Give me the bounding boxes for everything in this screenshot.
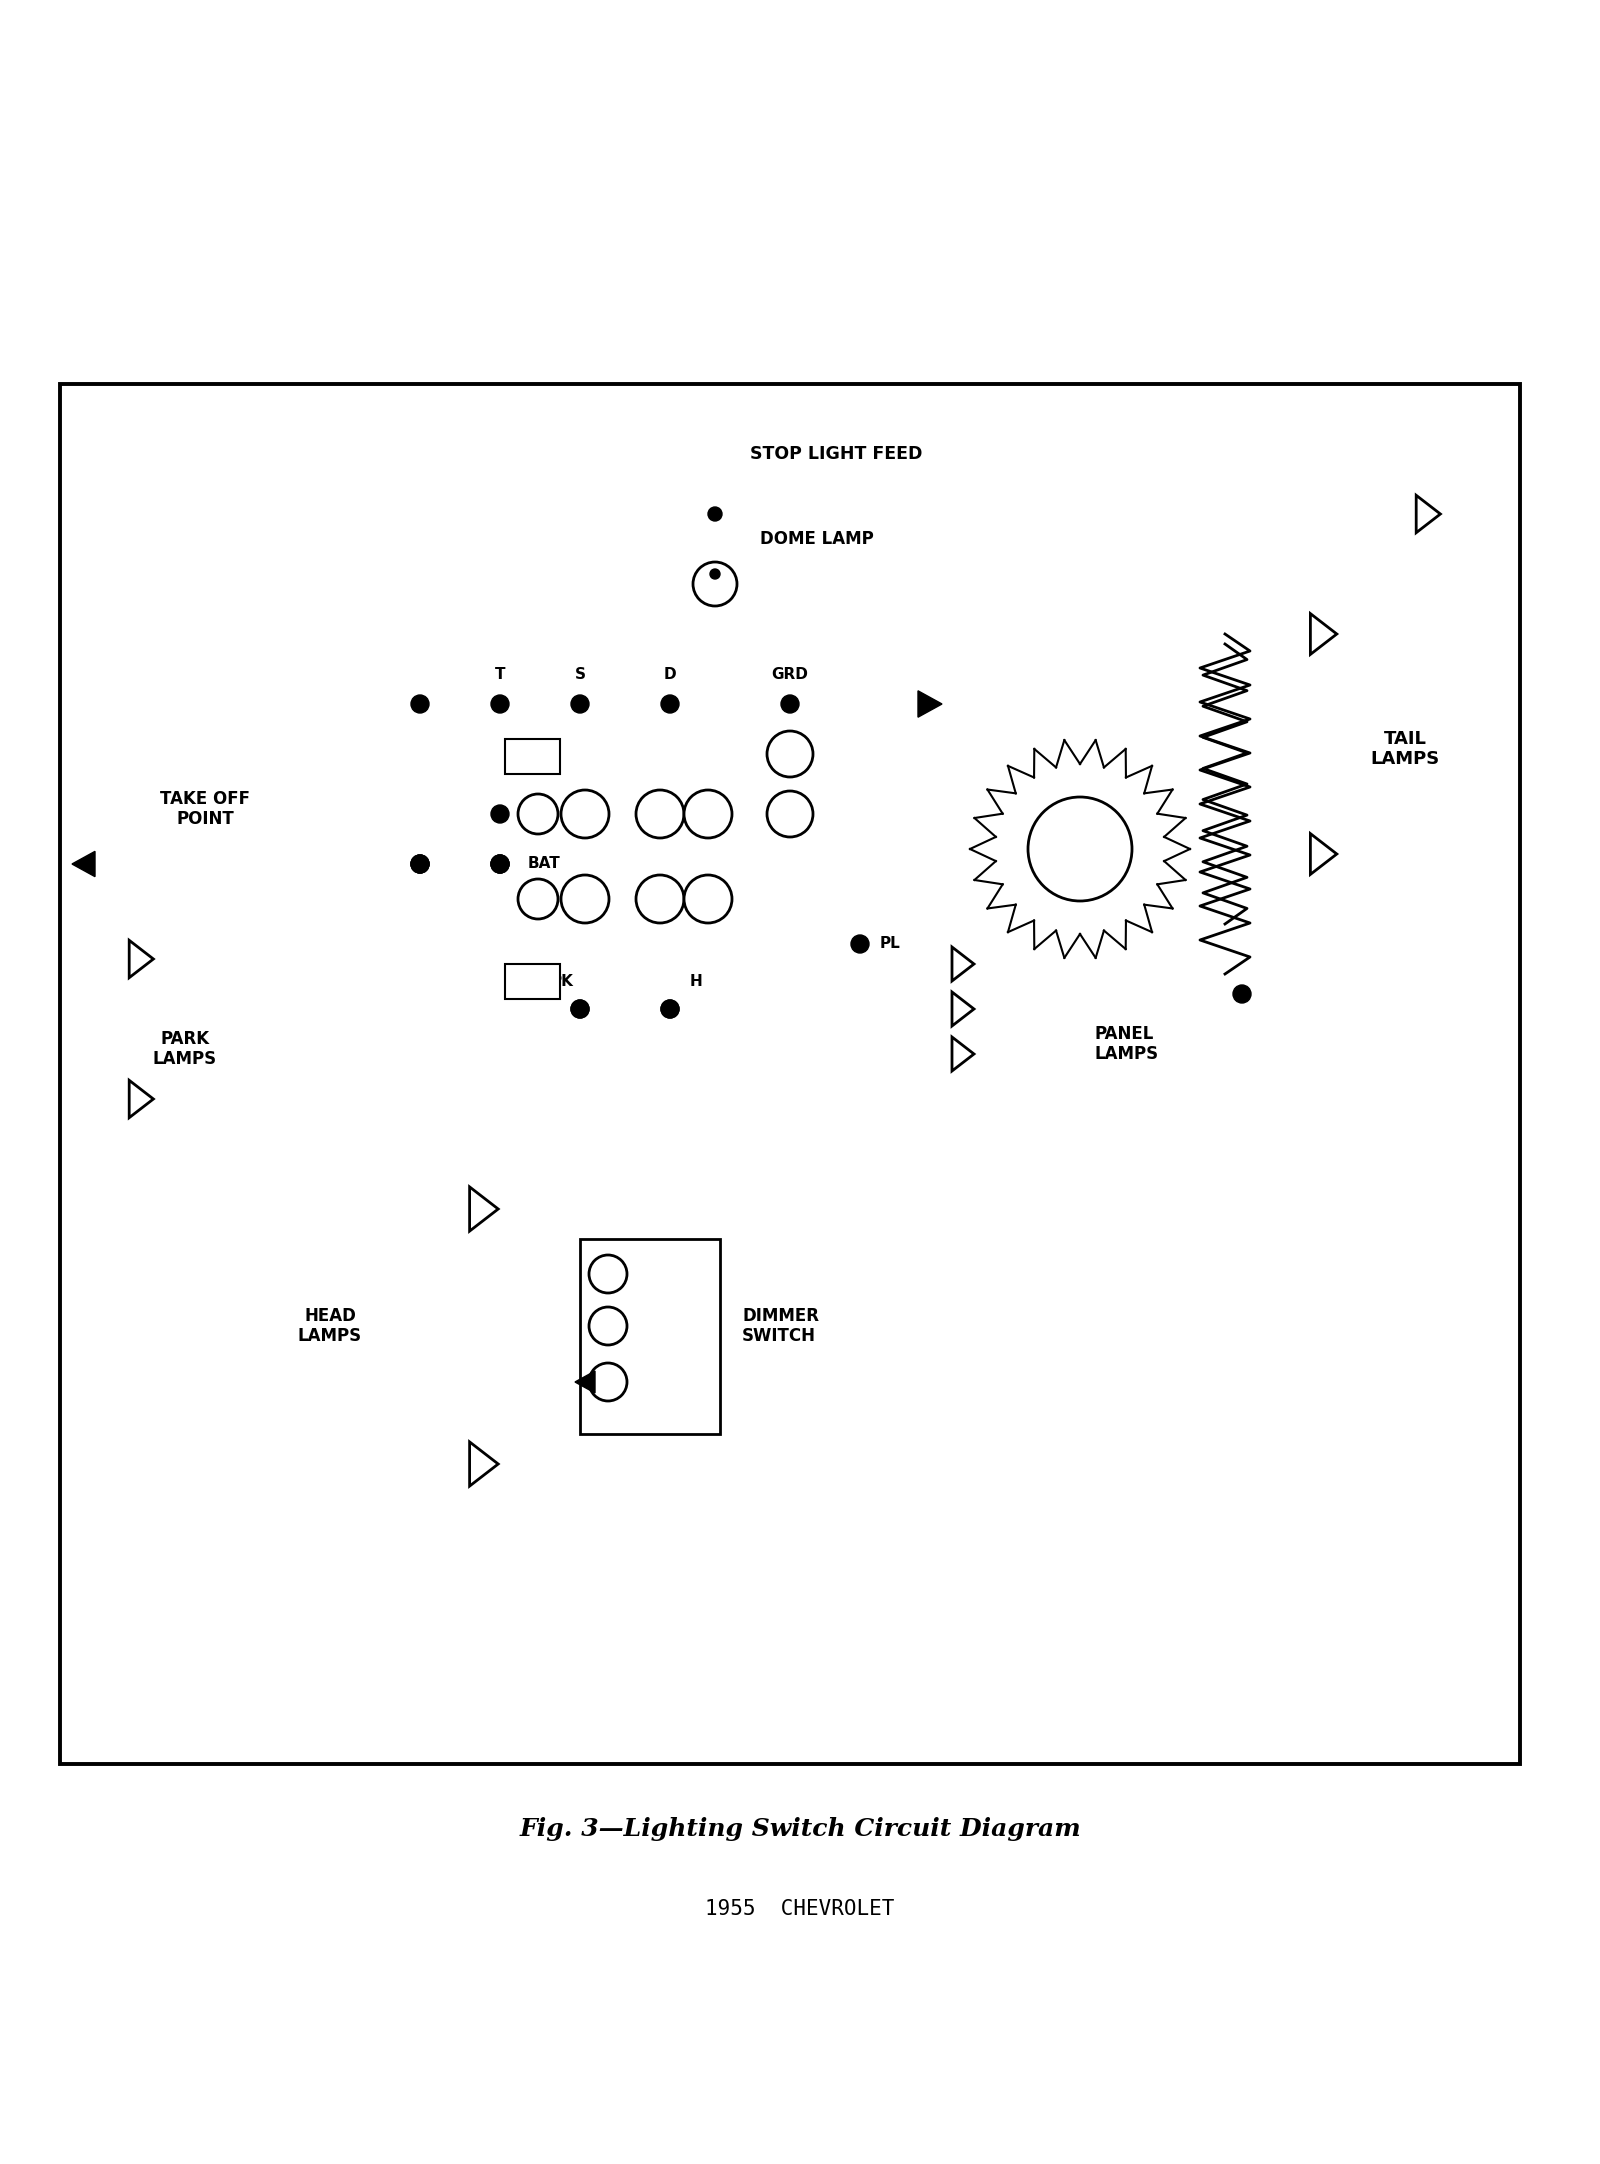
Polygon shape — [1310, 833, 1338, 874]
Text: BAT: BAT — [528, 857, 560, 872]
Bar — [920, 634, 1261, 1024]
Circle shape — [661, 1000, 678, 1017]
Text: Fig. 3—Lighting Switch Circuit Diagram: Fig. 3—Lighting Switch Circuit Diagram — [518, 1818, 1082, 1842]
Text: T: T — [494, 667, 506, 682]
Polygon shape — [130, 1080, 154, 1117]
Polygon shape — [130, 941, 154, 978]
Polygon shape — [72, 850, 94, 876]
Bar — [506, 738, 560, 775]
Circle shape — [562, 874, 610, 924]
Circle shape — [766, 792, 813, 837]
Circle shape — [766, 731, 813, 777]
Circle shape — [685, 790, 733, 837]
Polygon shape — [470, 1186, 498, 1231]
Circle shape — [637, 790, 685, 837]
Circle shape — [491, 695, 509, 712]
Circle shape — [571, 1000, 589, 1017]
Circle shape — [637, 874, 685, 924]
Text: PARK
LAMPS: PARK LAMPS — [154, 1030, 218, 1069]
Bar — [506, 963, 560, 1000]
Text: 1955  CHEVROLET: 1955 CHEVROLET — [706, 1900, 894, 1919]
Bar — [61, 383, 1520, 1764]
Polygon shape — [952, 948, 974, 980]
Text: TAKE OFF
POINT: TAKE OFF POINT — [160, 790, 250, 829]
Text: D: D — [664, 667, 677, 682]
Circle shape — [411, 855, 429, 872]
Polygon shape — [470, 1441, 498, 1487]
Circle shape — [562, 790, 610, 837]
Polygon shape — [574, 1372, 595, 1394]
Text: TAIL
LAMPS: TAIL LAMPS — [1370, 729, 1440, 768]
Circle shape — [1027, 796, 1133, 900]
Circle shape — [491, 855, 509, 872]
Circle shape — [571, 1000, 589, 1017]
Circle shape — [589, 1255, 627, 1294]
Circle shape — [781, 695, 798, 712]
Circle shape — [491, 855, 509, 872]
Circle shape — [518, 794, 558, 833]
Circle shape — [707, 506, 722, 522]
Text: H: H — [690, 974, 702, 989]
Text: PL: PL — [880, 937, 901, 952]
Circle shape — [411, 695, 429, 712]
Polygon shape — [1416, 496, 1440, 532]
Circle shape — [1234, 985, 1251, 1002]
Circle shape — [661, 695, 678, 712]
Bar — [579, 1240, 720, 1435]
Circle shape — [411, 855, 429, 872]
Text: DOME LAMP: DOME LAMP — [760, 530, 874, 547]
Circle shape — [589, 1363, 627, 1400]
Polygon shape — [918, 690, 942, 716]
Circle shape — [710, 569, 720, 580]
Circle shape — [661, 1000, 678, 1017]
Circle shape — [851, 935, 869, 952]
Text: PK: PK — [550, 974, 573, 989]
Text: STOP LIGHT FEED: STOP LIGHT FEED — [750, 446, 922, 463]
Polygon shape — [1310, 615, 1338, 654]
Text: S: S — [574, 667, 586, 682]
Bar — [419, 703, 1139, 1008]
Text: HEAD
LAMPS: HEAD LAMPS — [298, 1307, 362, 1346]
Text: PANEL
LAMPS: PANEL LAMPS — [1094, 1024, 1158, 1063]
Circle shape — [693, 563, 738, 606]
Polygon shape — [952, 1037, 974, 1071]
Circle shape — [571, 695, 589, 712]
Circle shape — [491, 855, 509, 872]
Circle shape — [685, 874, 733, 924]
Circle shape — [589, 1307, 627, 1346]
Circle shape — [518, 879, 558, 920]
Text: DIMMER
SWITCH: DIMMER SWITCH — [742, 1307, 819, 1346]
Circle shape — [411, 855, 429, 872]
Circle shape — [491, 805, 509, 822]
Text: GRD: GRD — [771, 667, 808, 682]
Polygon shape — [952, 991, 974, 1026]
